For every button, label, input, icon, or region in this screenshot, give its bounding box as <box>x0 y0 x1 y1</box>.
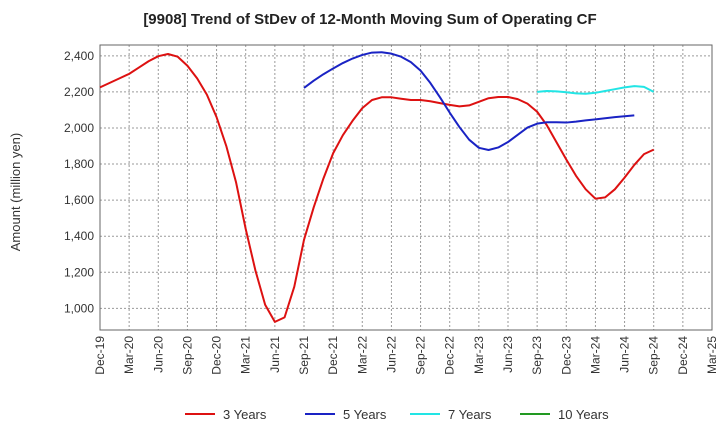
x-tick-labels: Dec-19 Mar-20 Jun-20 Sep-20 Dec-20 Mar-21 Jun-… <box>93 336 719 375</box>
x-tick-label: Mar-23 <box>472 336 486 374</box>
x-tick-label: Dec-19 <box>93 336 107 375</box>
chart-title: [9908] Trend of StDev of 12-Month Moving… <box>143 11 596 28</box>
x-tick-label: Jun-23 <box>501 336 515 373</box>
x-tick-label: Sep-20 <box>180 336 194 375</box>
x-tick-label: Jun-20 <box>151 336 165 373</box>
series-lines <box>99 51 655 323</box>
legend-label: 10 Years <box>558 407 609 422</box>
y-tick-label: 1,600 <box>64 193 94 207</box>
x-tick-label: Jun-21 <box>268 336 282 373</box>
grid-lines <box>99 45 713 330</box>
x-tick-label: Sep-22 <box>414 336 428 375</box>
x-tick-label: Dec-21 <box>326 336 340 375</box>
legend: 3 Years 5 Years 7 Years 10 Years <box>185 407 609 422</box>
x-tick-label: Sep-24 <box>647 336 661 375</box>
x-tick-label: Mar-22 <box>355 336 369 374</box>
y-tick-label: 1,200 <box>64 265 94 279</box>
x-tick-label: Sep-21 <box>297 336 311 375</box>
x-tick-label: Sep-23 <box>530 336 544 375</box>
y-tick-labels: 1,000 1,200 1,400 1,600 1,800 2,000 2,200 2,400 <box>64 49 94 316</box>
y-axis-label: Amount (million yen) <box>8 133 23 252</box>
y-tick-label: 1,400 <box>64 229 94 243</box>
series-line-5-years <box>303 51 635 151</box>
x-tick-label: Jun-22 <box>384 336 398 373</box>
x-tick-label: Mar-24 <box>588 336 602 374</box>
legend-label: 7 Years <box>448 407 492 422</box>
legend-label: 3 Years <box>223 407 267 422</box>
x-tick-label: Dec-23 <box>559 336 573 375</box>
x-tick-label: Mar-20 <box>122 336 136 374</box>
x-tick-label: Dec-24 <box>676 336 690 375</box>
series-line-7-years <box>537 85 655 95</box>
y-tick-label: 1,800 <box>64 157 94 171</box>
x-tick-label: Mar-25 <box>705 336 719 374</box>
y-tick-label: 2,400 <box>64 49 94 63</box>
x-tick-label: Dec-20 <box>210 336 224 375</box>
x-tick-label: Mar-21 <box>239 336 253 374</box>
legend-label: 5 Years <box>343 407 387 422</box>
plot-frame <box>99 44 713 331</box>
series-line-3-years <box>99 53 655 323</box>
y-tick-label: 2,200 <box>64 85 94 99</box>
y-tick-label: 2,000 <box>64 121 94 135</box>
x-tick-label: Dec-22 <box>443 336 457 375</box>
y-tick-label: 1,000 <box>64 301 94 315</box>
x-tick-label: Jun-24 <box>618 336 632 373</box>
